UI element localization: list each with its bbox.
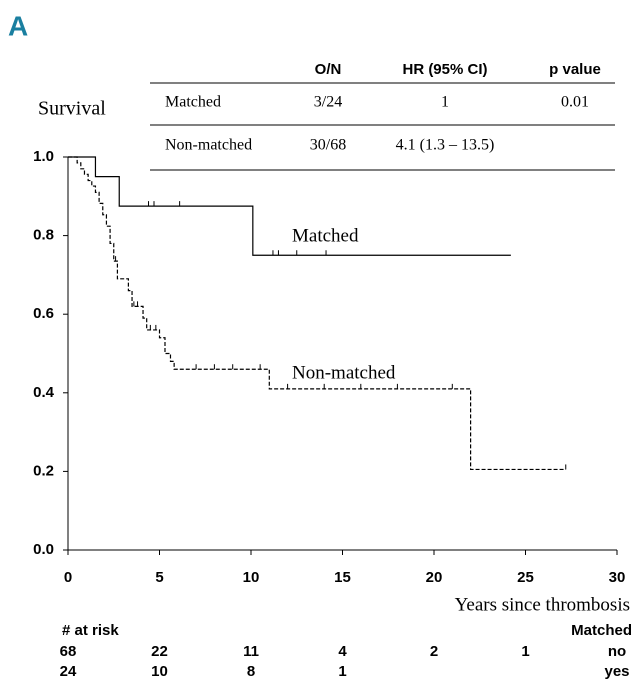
y-axis-label: Survival [38,98,106,120]
x-tick-label: 20 [426,569,443,586]
at-risk-count: 10 [151,663,168,680]
at-risk-group: yes [604,663,629,680]
at-risk-count: 1 [521,643,529,660]
x-tick-label: 10 [243,569,260,586]
at-risk-count: 8 [247,663,255,680]
at-risk-title: # at risk [62,622,119,639]
table-header: HR (95% CI) [402,61,487,78]
y-tick-label: 0.8 [33,227,54,244]
annotation: Matched [292,225,359,246]
x-tick-label: 0 [64,569,72,586]
table-cell: Non-matched [165,137,252,154]
at-risk-count: 68 [60,643,77,660]
y-tick-label: 0.0 [33,541,54,558]
at-risk-count: 4 [338,643,347,660]
table-cell: 3/24 [314,94,342,111]
annotation: Non-matched [292,362,396,383]
table-cell: 0.01 [561,94,589,111]
table-header: p value [549,61,601,78]
x-tick-label: 5 [155,569,163,586]
table-cell: Matched [165,94,221,111]
survival-curve [68,156,566,471]
table-cell: 1 [441,94,449,111]
at-risk-count: 22 [151,643,168,660]
at-risk-count: 24 [60,663,77,680]
table-header: O/N [315,61,342,78]
survival-curve [68,156,511,256]
x-tick-label: 25 [517,569,534,586]
x-tick-label: 30 [609,569,626,586]
y-tick-label: 0.6 [33,305,54,322]
y-tick-label: 0.2 [33,462,54,479]
x-axis-label: Years since thrombosis [455,594,630,615]
at-risk-count: 1 [338,663,346,680]
at-risk-group: no [608,643,626,660]
table-cell: 4.1 (1.3 – 13.5) [396,137,495,154]
x-tick-label: 15 [334,569,351,586]
at-risk-count: 2 [430,643,438,660]
at-risk-count: 11 [243,643,259,660]
panel-label: A [8,10,28,41]
y-tick-label: 1.0 [33,148,54,165]
table-cell: 30/68 [310,137,346,154]
y-tick-label: 0.4 [33,384,55,401]
at-risk-group-label: Matched [571,622,632,639]
